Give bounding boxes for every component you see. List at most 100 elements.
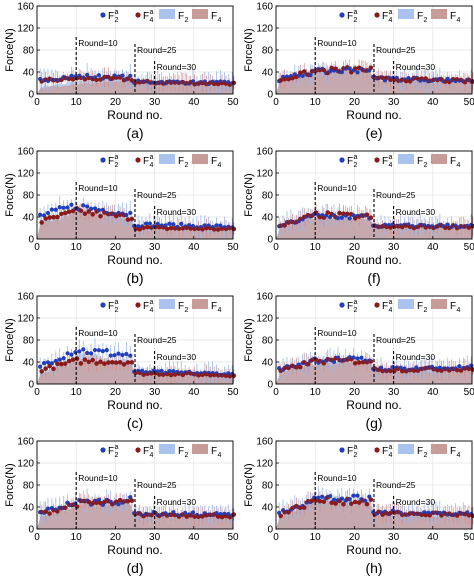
f2a-point	[116, 351, 121, 356]
f4a-point	[200, 226, 205, 232]
legend-text: F	[108, 301, 114, 312]
legend-marker	[398, 444, 414, 454]
f4a-point	[356, 500, 362, 505]
f2a-point	[85, 350, 90, 356]
legend-text: F	[347, 11, 353, 22]
legend-marker	[431, 444, 447, 454]
legend-subscript: 2	[424, 162, 428, 169]
legend-subscript: 2	[185, 452, 189, 459]
legend-superscript: a	[354, 154, 358, 161]
x-tick-label: 20	[349, 242, 361, 253]
legend-subscript: 4	[218, 452, 222, 459]
x-tick-label: 500	[464, 97, 474, 108]
round-label: Round=10	[78, 473, 118, 483]
x-tick-label: 10	[310, 532, 322, 543]
legend-marker	[159, 9, 175, 19]
f4a-point	[278, 513, 284, 519]
y-tick-label: 160	[17, 292, 34, 303]
legend-superscript: a	[389, 154, 393, 161]
panel-4: Round=10 Round=25 Round=30 0 40 80 120 160 0 10 20…	[4, 437, 239, 577]
f2a-point	[96, 73, 102, 78]
f4a-point	[74, 356, 80, 361]
f4a-point	[348, 501, 354, 506]
y-axis-label: Force(N)	[243, 173, 255, 216]
f2a-point	[88, 351, 94, 356]
legend-text: F	[417, 11, 423, 22]
legend-marker	[374, 12, 380, 18]
x-tick-label: 40	[427, 242, 439, 253]
f4a-point	[157, 372, 162, 377]
x-axis-label: Round no.	[107, 108, 162, 122]
y-tick-label: 0	[267, 380, 273, 391]
f4a-point	[305, 361, 311, 367]
f4a-point	[62, 505, 68, 511]
f4a-point	[66, 358, 72, 364]
f4a-point	[301, 505, 307, 510]
f4a-point	[82, 357, 88, 362]
panel-label: (h)	[365, 560, 382, 576]
f4a-point	[466, 366, 472, 372]
legend-text: F	[382, 11, 388, 22]
legend-marker	[192, 154, 208, 164]
panel-label: (a)	[126, 125, 143, 141]
y-tick-label: 160	[256, 147, 273, 158]
f4a-point	[298, 364, 303, 370]
panel-label: (d)	[126, 560, 143, 576]
f4a-point	[125, 217, 131, 222]
f2a-point	[355, 493, 360, 498]
legend-subscript: 2	[424, 17, 428, 24]
legend-marker	[100, 302, 106, 308]
y-tick-label: 120	[256, 314, 273, 325]
legend-marker	[374, 447, 380, 453]
y-tick-label: 40	[23, 503, 35, 514]
legend-marker	[431, 9, 447, 19]
f2a-point	[124, 351, 129, 357]
f2a-point	[38, 364, 43, 369]
panel-label: (b)	[126, 270, 143, 286]
f4a-point	[321, 67, 327, 73]
f4a-point	[47, 215, 52, 220]
f2a-point	[457, 364, 462, 369]
legend-marker	[398, 299, 414, 309]
f2a-point	[347, 66, 352, 71]
f4a-point	[59, 361, 64, 367]
f4a-point	[286, 76, 291, 82]
f2a-point	[327, 69, 333, 74]
f2a-point	[355, 356, 360, 361]
y-axis-label: Force(N)	[243, 463, 255, 506]
legend-marker	[398, 154, 414, 164]
f4a-point	[78, 208, 84, 213]
panel-label: (c)	[127, 415, 143, 431]
x-tick-label: 30	[149, 242, 161, 253]
f2a-point	[347, 216, 352, 221]
y-axis-label: Force(N)	[4, 463, 16, 506]
f4a-point	[94, 361, 99, 366]
y-tick-label: 80	[262, 481, 274, 492]
y-tick-label: 0	[28, 235, 34, 246]
f4a-point	[333, 501, 338, 506]
legend-subscript: 2	[185, 162, 189, 169]
y-tick-label: 80	[262, 46, 274, 57]
f4-area	[276, 498, 472, 529]
f4a-point	[364, 501, 370, 507]
panel-label: (e)	[365, 125, 382, 141]
legend-text: F	[143, 156, 149, 167]
f4a-point	[141, 225, 146, 231]
f2a-point	[339, 215, 344, 220]
x-tick-label: 20	[110, 242, 122, 253]
f2a-point	[147, 221, 152, 226]
legend-text: F	[417, 446, 423, 457]
legend-text: F	[108, 446, 114, 457]
y-tick-label: 120	[17, 314, 34, 325]
f2a-point	[85, 204, 90, 209]
x-tick-label: 50	[227, 532, 239, 543]
x-axis-label: Round no.	[346, 543, 401, 557]
f2a-point	[49, 361, 54, 366]
f4a-point	[62, 361, 68, 366]
legend-subscript: 2	[354, 307, 358, 314]
f4a-point	[443, 225, 448, 231]
y-tick-label: 0	[28, 380, 34, 391]
round-label: Round=10	[317, 38, 357, 48]
f4a-point	[231, 226, 237, 232]
legend-subscript: 4	[150, 307, 154, 314]
